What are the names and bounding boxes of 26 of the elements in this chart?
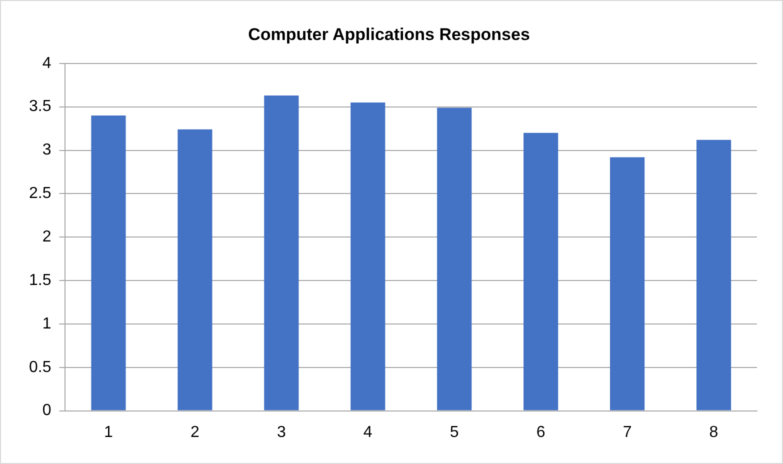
bar [178, 129, 212, 410]
y-tick-label: 1 [42, 315, 52, 332]
x-tick-label: 2 [190, 424, 200, 441]
y-tick-label: 0 [42, 402, 52, 420]
x-tick-label: 3 [276, 424, 286, 441]
x-tick-label: 6 [536, 424, 546, 441]
chart-title: Computer Applications Responses [248, 24, 530, 44]
x-tick-label: 1 [104, 424, 114, 441]
y-tick-label: 3.5 [28, 98, 52, 116]
y-tick-label: 4 [42, 54, 52, 72]
bar [696, 140, 732, 410]
bar [264, 96, 299, 410]
bar [610, 157, 645, 410]
y-tick-label: 3 [42, 142, 52, 159]
y-tick-label: 2 [42, 228, 52, 246]
x-tick-label: 4 [363, 424, 372, 441]
y-tick-label: 2.5 [28, 185, 52, 202]
x-tick-label: 7 [622, 424, 632, 441]
bar [91, 116, 126, 410]
y-tick-label: 0.5 [28, 358, 52, 376]
bar [524, 132, 558, 410]
x-tick-label: 5 [450, 424, 459, 441]
bar [350, 102, 386, 410]
bar [437, 108, 472, 410]
x-tick-label: 8 [709, 424, 718, 441]
y-tick-label: 1.5 [28, 272, 52, 289]
